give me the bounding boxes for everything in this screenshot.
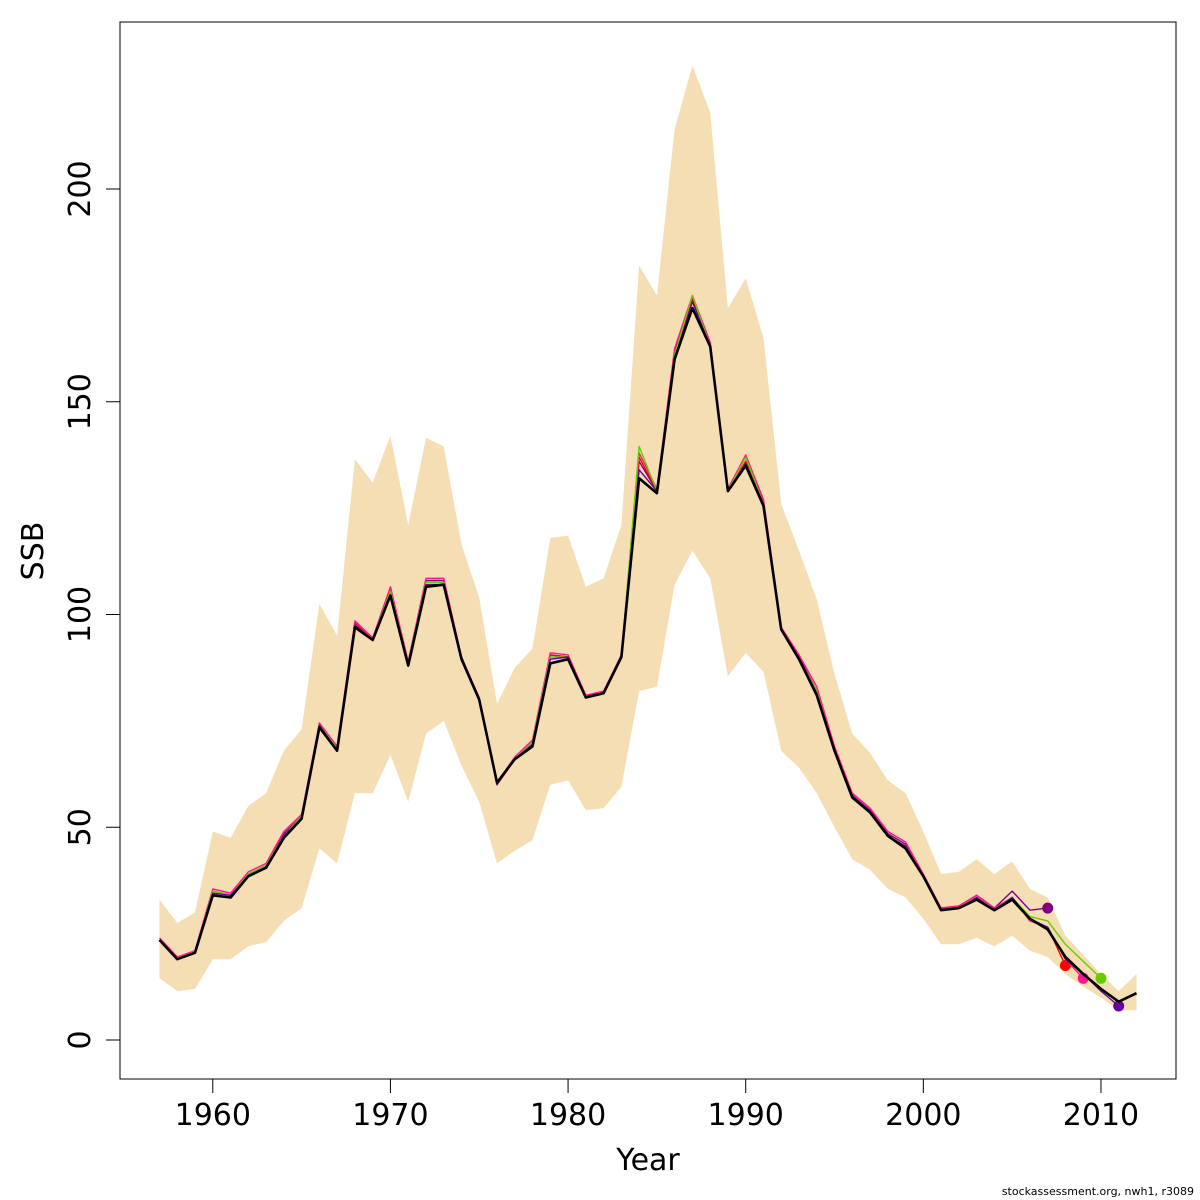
y-tick-label: 0 xyxy=(63,1030,98,1049)
series-endpoint-5 xyxy=(1113,1000,1125,1012)
x-tick-label: 1960 xyxy=(175,1098,251,1133)
x-axis: 1960 1970 1980 1990 2000 2010 xyxy=(175,1078,1139,1133)
y-axis-title: SSB xyxy=(16,522,51,581)
credit-text: stockassessment.org, nwh1, r3089 xyxy=(1001,1185,1194,1198)
y-tick-label: 150 xyxy=(63,373,98,430)
x-tick-label: 1980 xyxy=(530,1098,606,1133)
y-axis: 0 50 100 150 200 xyxy=(63,160,121,1050)
series-line-6 xyxy=(158,306,1138,1003)
confidence-band xyxy=(159,65,1137,1011)
series-endpoint-1 xyxy=(1042,902,1054,914)
x-tick-label: 1990 xyxy=(708,1098,784,1133)
plot-area xyxy=(158,65,1138,1012)
x-tick-label: 1970 xyxy=(352,1098,428,1133)
series-endpoint-4 xyxy=(1095,972,1107,984)
y-tick-label: 100 xyxy=(63,586,98,643)
y-tick-label: 50 xyxy=(63,808,98,846)
x-tick-label: 2000 xyxy=(885,1098,961,1133)
x-tick-label: 2010 xyxy=(1063,1098,1139,1133)
x-axis-title: Year xyxy=(615,1143,680,1178)
y-tick-label: 200 xyxy=(63,160,98,217)
